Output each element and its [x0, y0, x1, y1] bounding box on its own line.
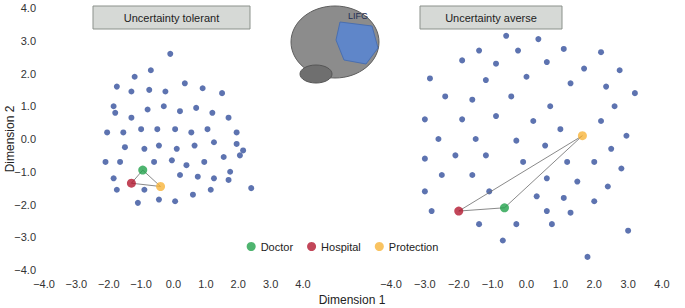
svg-text:−1.0: −1.0 — [14, 166, 36, 178]
svg-text:−4.0: −4.0 — [14, 264, 36, 276]
svg-text:−1.0: −1.0 — [482, 278, 504, 290]
svg-text:2.0: 2.0 — [231, 278, 246, 290]
svg-text:−2.0: −2.0 — [98, 278, 120, 290]
svg-text:−2.0: −2.0 — [448, 278, 470, 290]
svg-text:1.0: 1.0 — [198, 278, 213, 290]
svg-text:2.0: 2.0 — [21, 68, 36, 80]
svg-text:Hospital: Hospital — [321, 241, 361, 253]
svg-text:1.0: 1.0 — [21, 100, 36, 112]
svg-text:Uncertainty averse: Uncertainty averse — [445, 12, 537, 24]
svg-text:0.0: 0.0 — [166, 278, 181, 290]
svg-text:Doctor: Doctor — [261, 241, 294, 253]
svg-text:0.0: 0.0 — [21, 133, 36, 145]
svg-text:Uncertainty tolerant: Uncertainty tolerant — [124, 12, 219, 24]
svg-text:−3.0: −3.0 — [66, 278, 88, 290]
svg-text:3.0: 3.0 — [21, 35, 36, 47]
svg-text:4.0: 4.0 — [654, 278, 669, 290]
svg-text:4.0: 4.0 — [295, 278, 310, 290]
svg-text:−1.0: −1.0 — [130, 278, 152, 290]
svg-text:−3.0: −3.0 — [414, 278, 436, 290]
svg-text:1.0: 1.0 — [553, 278, 568, 290]
svg-text:Dimension 1: Dimension 1 — [319, 293, 386, 307]
svg-text:−2.0: −2.0 — [14, 199, 36, 211]
svg-text:Dimension 2: Dimension 2 — [3, 105, 17, 172]
svg-text:Protection: Protection — [389, 241, 439, 253]
svg-text:−3.0: −3.0 — [14, 231, 36, 243]
svg-text:3.0: 3.0 — [620, 278, 635, 290]
svg-text:−4.0: −4.0 — [33, 278, 55, 290]
svg-text:0.0: 0.0 — [519, 278, 534, 290]
svg-text:3.0: 3.0 — [263, 278, 278, 290]
svg-text:−4.0: −4.0 — [380, 278, 402, 290]
svg-text:LIFG: LIFG — [348, 11, 368, 21]
svg-text:2.0: 2.0 — [587, 278, 602, 290]
svg-text:4.0: 4.0 — [21, 2, 36, 14]
